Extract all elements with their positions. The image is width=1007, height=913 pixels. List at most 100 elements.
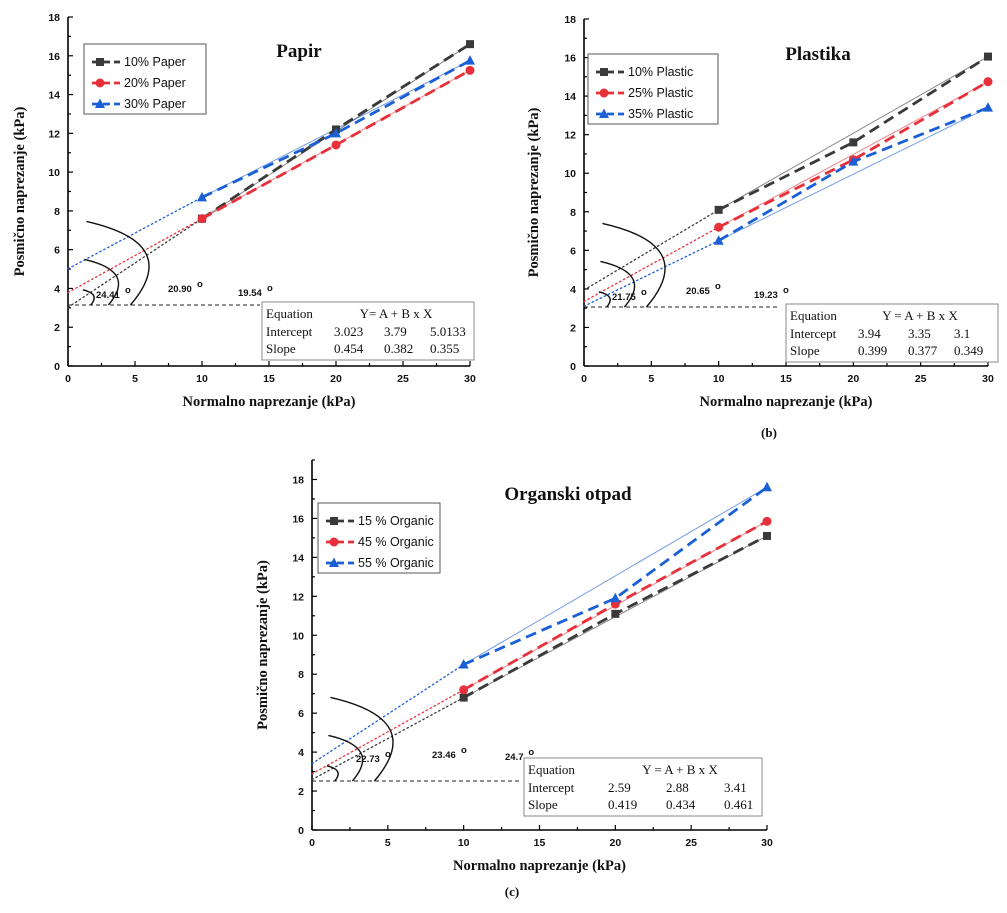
chart-title: Plastika	[785, 44, 851, 65]
table-cell: 5.0133	[430, 324, 466, 339]
data-point	[762, 516, 772, 526]
y-tick-label: 18	[292, 474, 304, 486]
table-box	[261, 301, 475, 361]
x-tick-label: 20	[847, 373, 859, 385]
y-tick-label: 0	[570, 361, 576, 373]
degree-symbol: o	[385, 749, 391, 760]
x-tick-label: 0	[309, 837, 315, 849]
y-tick-label: 14	[564, 91, 576, 103]
degree-symbol: o	[197, 279, 203, 290]
legend-box	[83, 43, 207, 115]
fit-line	[718, 56, 989, 211]
table-header: Equation	[790, 308, 837, 323]
degree-symbol: o	[267, 283, 273, 294]
y-axis-title: Posmično naprezanje (kPa)	[526, 107, 542, 277]
x-tick-label: 25	[915, 373, 927, 385]
data-point	[466, 40, 474, 49]
panel-label: (b)	[761, 425, 777, 440]
table-cell: 3.41	[724, 780, 747, 795]
angle-arc	[602, 222, 666, 308]
table-row-label: Intercept	[790, 326, 837, 341]
y-tick-label: 2	[298, 786, 304, 798]
x-tick-label: 10	[458, 837, 470, 849]
table-cell: 0.382	[384, 341, 413, 356]
data-point	[459, 685, 469, 695]
degree-symbol: o	[641, 287, 647, 298]
data-point	[714, 222, 724, 232]
legend-marker	[600, 68, 608, 76]
data-point	[331, 140, 341, 150]
table-cell: 0.419	[608, 797, 637, 812]
legend-label: 30% Paper	[124, 97, 186, 111]
fit-line	[718, 81, 989, 228]
legend-label: 25% Plastic	[628, 86, 693, 100]
extrapolation-line	[311, 663, 465, 765]
extrapolation-line	[311, 689, 465, 775]
degree-symbol: o	[715, 281, 721, 292]
angle-label: 24.7	[505, 752, 524, 763]
data-point	[984, 52, 992, 61]
legend-label: 10% Paper	[124, 55, 186, 69]
series-line-1	[718, 55, 989, 212]
degree-symbol: o	[783, 285, 789, 296]
data-point	[762, 481, 772, 492]
chart-title: Papir	[276, 41, 322, 62]
x-tick-label: 30	[982, 373, 994, 385]
x-tick-label: 0	[581, 373, 587, 385]
angle-arc	[84, 258, 120, 306]
table-row-label: Slope	[790, 343, 820, 358]
table-cell: 3.94	[858, 326, 881, 341]
y-tick-label: 4	[570, 284, 576, 296]
table-row-label: Intercept	[528, 780, 575, 795]
y-tick-label: 14	[48, 90, 60, 102]
data-point	[197, 191, 207, 202]
y-tick-label: 18	[564, 14, 576, 26]
angle-label: 23.46	[432, 750, 456, 761]
x-axis-title: Normalno naprezanje (kPa)	[700, 394, 873, 410]
table-cell: 3.79	[384, 324, 407, 339]
legend: 10% Paper 20% Paper 30% Paper	[83, 43, 207, 115]
legend-label: 55 % Organic	[358, 556, 434, 570]
legend-box	[587, 53, 719, 125]
data-point	[197, 214, 207, 224]
degree-symbol: o	[125, 285, 131, 296]
angle-label: 24.41	[96, 290, 120, 301]
angle-arc	[598, 291, 611, 308]
legend-label: 20% Paper	[124, 76, 186, 90]
legend-marker	[599, 88, 609, 98]
equation-table: Equation Y= A + B x X Intercept 3.023 3.79 5.…	[261, 301, 475, 361]
extrapolation-line	[67, 196, 203, 270]
y-tick-label: 4	[54, 283, 60, 295]
table-header: Y = A + B x X	[642, 762, 718, 777]
x-tick-label: 30	[761, 837, 773, 849]
legend-box	[317, 502, 441, 574]
x-tick-label: 25	[397, 373, 409, 385]
data-point	[458, 658, 469, 669]
table-cell: 3.023	[334, 324, 363, 339]
equation-table: Equation Y = A + B x X Intercept 3.94 3.35 3.…	[785, 303, 999, 363]
x-tick-label: 30	[464, 373, 476, 385]
y-tick-label: 16	[48, 51, 60, 63]
table-header: Y= A + B x X	[360, 306, 433, 321]
series-line-2	[201, 69, 471, 220]
legend-marker	[95, 98, 105, 108]
y-tick-label: 12	[292, 591, 304, 603]
x-tick-label: 5	[648, 373, 654, 385]
legend: 10% Plastic 25% Plastic 35% Plastic	[587, 53, 719, 125]
table-row-label: Slope	[266, 341, 296, 356]
y-tick-label: 4	[298, 747, 304, 759]
data-point	[465, 55, 475, 65]
y-tick-label: 18	[48, 12, 60, 24]
angle-arc	[328, 734, 364, 782]
data-point	[459, 693, 468, 702]
y-axis-title: Posmično naprezanje (kPa)	[255, 560, 271, 730]
legend-marker	[599, 108, 609, 118]
legend-marker	[96, 58, 104, 66]
y-tick-label: 10	[48, 167, 60, 179]
angle-label: 19.23	[754, 290, 778, 301]
y-tick-label: 14	[292, 552, 304, 564]
angle-label: 19.54	[238, 288, 262, 299]
x-tick-label: 5	[132, 373, 138, 385]
table-cell: 0.349	[954, 343, 983, 358]
